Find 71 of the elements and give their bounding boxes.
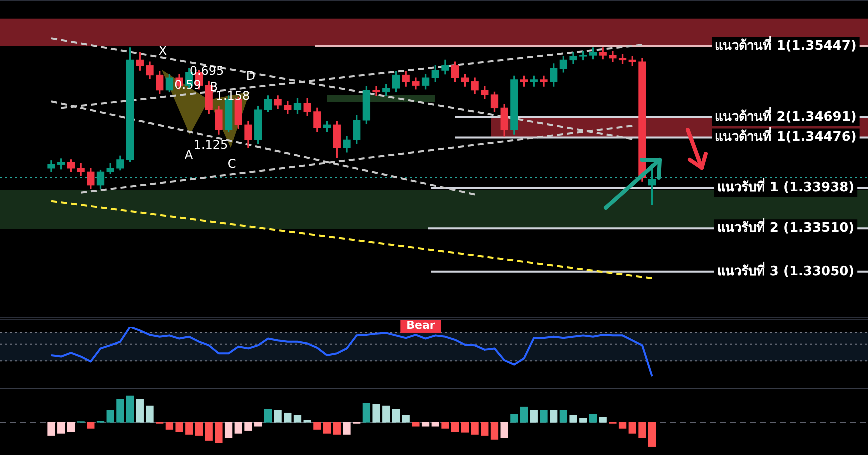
bar [461, 422, 470, 433]
bar [146, 406, 154, 423]
annotation: 1.125 [194, 138, 228, 152]
bar [106, 410, 114, 423]
bar [166, 422, 174, 430]
ref-line-label: แนวต้านที่ 1(1.34476) [715, 127, 857, 146]
ref-line-label: แนวรับที่ 2 (1.33510) [717, 218, 855, 236]
bar [205, 422, 213, 441]
bar [628, 422, 636, 434]
annotation: C [228, 157, 236, 172]
bar [48, 422, 56, 436]
bar [284, 412, 292, 423]
bar [442, 422, 450, 429]
bar [490, 422, 499, 440]
bar [87, 422, 95, 429]
bar [402, 415, 410, 423]
bar [333, 422, 341, 435]
bar [126, 396, 134, 423]
bar [638, 422, 646, 438]
bar [481, 422, 489, 436]
bar [186, 422, 194, 435]
bar [452, 422, 460, 432]
bar [648, 422, 656, 447]
bar [382, 406, 390, 423]
bar [540, 410, 548, 423]
bar [362, 403, 371, 423]
bar [372, 404, 380, 423]
bar [599, 417, 607, 423]
bar [234, 422, 242, 434]
bar [520, 406, 528, 423]
bar [560, 410, 568, 423]
bar [314, 422, 322, 430]
ref-line-label: แนวรับที่ 1 (1.33938) [717, 178, 855, 196]
ref-line-label: แนวรับที่ 3 (1.33050) [717, 261, 855, 280]
bar [176, 422, 184, 432]
bar [343, 422, 351, 435]
bar [58, 422, 66, 434]
bar [224, 422, 233, 438]
bar [432, 422, 440, 427]
bar [116, 399, 124, 423]
bar [323, 422, 332, 434]
bar [136, 399, 144, 423]
annotation: Bear [406, 318, 436, 332]
bar [530, 410, 538, 423]
annotation: X [158, 44, 168, 58]
bar [392, 409, 400, 423]
bar [67, 422, 76, 432]
bar [195, 422, 204, 436]
annotation: 0.695 [190, 64, 224, 78]
bar [264, 409, 272, 423]
bar [570, 415, 578, 423]
bar [580, 418, 588, 423]
bar [471, 422, 479, 435]
ref-line-label: แนวต้านที่ 2(1.34691) [715, 106, 857, 125]
bar [550, 410, 558, 423]
bar [412, 422, 420, 427]
bar [254, 422, 262, 427]
bar [589, 414, 598, 423]
annotation: 1.158 [216, 89, 250, 104]
bar [510, 414, 518, 423]
bar [500, 422, 508, 438]
annotation: A [184, 148, 194, 162]
bar [422, 422, 430, 427]
bar [294, 415, 302, 423]
bar [274, 410, 282, 423]
bar [618, 422, 627, 429]
bar [215, 422, 223, 444]
bar [304, 420, 312, 423]
bar [244, 422, 252, 431]
annotation: B [210, 80, 218, 94]
ref-line-label: แนวต้านที่ 1(1.35447) [715, 36, 857, 54]
